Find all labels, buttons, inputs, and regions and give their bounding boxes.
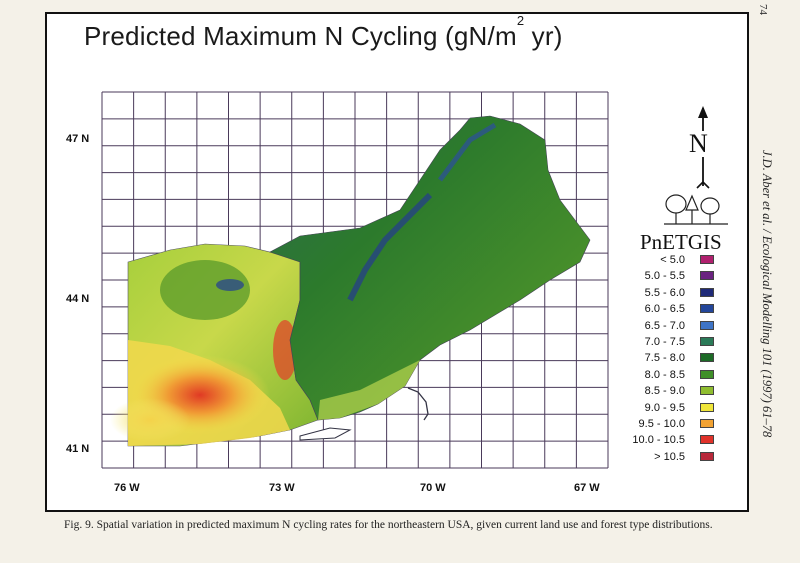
legend-swatch bbox=[700, 386, 714, 396]
legend-label: 8.0 - 8.5 bbox=[644, 368, 685, 381]
legend-label: 5.5 - 6.0 bbox=[644, 286, 685, 299]
legend-label: < 5.0 bbox=[660, 254, 685, 266]
legend-label: 9.5 - 10.0 bbox=[638, 418, 685, 430]
legend-swatch bbox=[700, 304, 714, 314]
long-island bbox=[299, 427, 352, 441]
lon-label-76: 76 W bbox=[114, 482, 140, 494]
legend-swatch bbox=[700, 255, 714, 264]
legend-item: 8.5 - 9.0 bbox=[609, 385, 719, 398]
legend-swatch bbox=[700, 451, 714, 461]
legend-item: 5.0 - 5.5 bbox=[609, 270, 719, 283]
trees-logo-icon bbox=[664, 194, 728, 225]
legend-label: > 10.5 bbox=[654, 450, 685, 463]
legend-swatch bbox=[700, 402, 714, 412]
legend-label: 7.5 - 8.0 bbox=[644, 352, 685, 365]
map-title: Predicted Maximum N Cycling (gN/m2 yr) bbox=[84, 13, 563, 52]
legend-label: 9.0 - 9.5 bbox=[644, 401, 685, 414]
title-superscript: 2 bbox=[516, 13, 525, 29]
legend-label: 10.0 - 10.5 bbox=[632, 434, 685, 447]
legend-item: < 5.0 bbox=[609, 254, 719, 267]
legend-swatch bbox=[700, 419, 714, 428]
coastal-light bbox=[318, 360, 420, 420]
legend-item: > 10.5 bbox=[609, 451, 719, 464]
legend-item: 6.0 - 6.5 bbox=[609, 303, 719, 316]
region-new-england bbox=[269, 115, 591, 421]
legend-label: 7.0 - 7.5 bbox=[644, 336, 685, 348]
legend-label: 6.0 - 6.5 bbox=[644, 303, 685, 316]
legend-swatch bbox=[700, 369, 714, 379]
lon-label-70: 70 W bbox=[420, 482, 446, 494]
brand-label: PnETGIS bbox=[640, 230, 722, 254]
figure-caption: Fig. 9. Spatial variation in predicted m… bbox=[64, 519, 713, 531]
legend-item: 7.5 - 8.0 bbox=[609, 352, 719, 365]
legend-swatch bbox=[700, 320, 714, 330]
highland-streak-north bbox=[438, 122, 497, 182]
lat-label-41: 41 N bbox=[66, 443, 90, 455]
legend-label: 8.5 - 9.0 bbox=[644, 385, 685, 398]
lat-label-44: 44 N bbox=[66, 293, 90, 305]
legend-swatch bbox=[700, 353, 714, 363]
adirondack-blue bbox=[216, 279, 244, 291]
legend-item: 10.0 - 10.5 bbox=[609, 434, 719, 447]
highland-streak bbox=[347, 192, 433, 302]
legend-item: 9.0 - 9.5 bbox=[609, 402, 719, 415]
adirondack-green bbox=[160, 260, 250, 320]
legend-swatch bbox=[700, 337, 714, 346]
lat-label-47: 47 N bbox=[66, 133, 90, 145]
legend-swatch bbox=[700, 287, 714, 297]
north-arrow-label: N bbox=[688, 129, 709, 158]
lon-label-73: 73 W bbox=[269, 482, 295, 494]
legend-label: 6.5 - 7.0 bbox=[644, 319, 685, 332]
lon-label-67: 67 W bbox=[574, 482, 600, 494]
legend-item: 8.0 - 8.5 bbox=[609, 369, 719, 382]
legend-item: 5.5 - 6.0 bbox=[609, 287, 719, 300]
legend-swatch bbox=[700, 435, 714, 445]
hotspot-southwest-2 bbox=[110, 398, 190, 442]
title-end: yr) bbox=[524, 21, 563, 51]
title-main: Predicted Maximum N Cycling (gN/m bbox=[84, 21, 517, 51]
legend-item: 6.5 - 7.0 bbox=[609, 320, 719, 333]
legend-item: 9.5 - 10.0 bbox=[609, 418, 719, 431]
cape-cod bbox=[407, 387, 429, 421]
legend-item: 7.0 - 7.5 bbox=[609, 336, 719, 349]
legend-label: 5.0 - 5.5 bbox=[644, 270, 685, 283]
legend-swatch bbox=[700, 271, 714, 281]
